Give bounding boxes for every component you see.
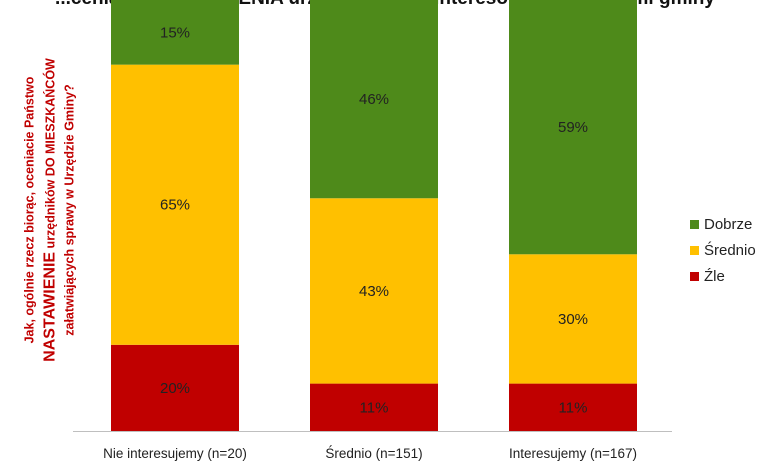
bar-segment-srednio-2 bbox=[310, 198, 438, 384]
bar-segment-dobrze-1 bbox=[111, 0, 239, 65]
legend-label-dobrze: Dobrze bbox=[704, 215, 753, 233]
bar-segment-srednio-1 bbox=[111, 64, 239, 345]
data-label-dobrze-3: 59% bbox=[558, 119, 588, 136]
data-label-zle-3: 11% bbox=[559, 399, 588, 416]
x-tick-label-2: Średnio (n=151) bbox=[325, 446, 422, 461]
legend-swatch-zle bbox=[690, 271, 699, 281]
legend-swatch-dobrze bbox=[690, 219, 699, 229]
legend-swatch-srednio bbox=[690, 245, 699, 255]
data-label-dobrze-2: 46% bbox=[359, 91, 389, 108]
legend-item-srednio: Średnio bbox=[690, 237, 756, 263]
bar-segment-zle-2 bbox=[310, 383, 438, 431]
bar-segment-dobrze-2 bbox=[310, 0, 438, 199]
legend-item-dobrze: Dobrze bbox=[690, 211, 756, 237]
bar-segment-srednio-3 bbox=[509, 254, 637, 384]
legend-label-srednio: Średnio bbox=[704, 241, 756, 259]
bar-segment-zle-1 bbox=[111, 344, 239, 431]
data-label-dobrze-1: 15% bbox=[160, 24, 190, 41]
legend-item-zle: Źle bbox=[690, 263, 756, 289]
data-label-srednio-1: 65% bbox=[160, 197, 190, 214]
data-label-srednio-2: 43% bbox=[359, 283, 389, 300]
bar-segment-zle-3 bbox=[509, 383, 637, 431]
x-tick-label-3: Interesujemy (n=167) bbox=[509, 446, 637, 461]
data-label-srednio-3: 30% bbox=[558, 311, 588, 328]
x-tick-label-1: Nie interesujemy (n=20) bbox=[103, 446, 247, 461]
data-label-zle-2: 11% bbox=[360, 399, 389, 416]
legend-label-zle: Źle bbox=[704, 267, 725, 285]
bar-segment-dobrze-3 bbox=[509, 0, 637, 255]
legend: Dobrze Średnio Źle bbox=[690, 211, 756, 289]
data-label-zle-1: 20% bbox=[160, 380, 190, 397]
